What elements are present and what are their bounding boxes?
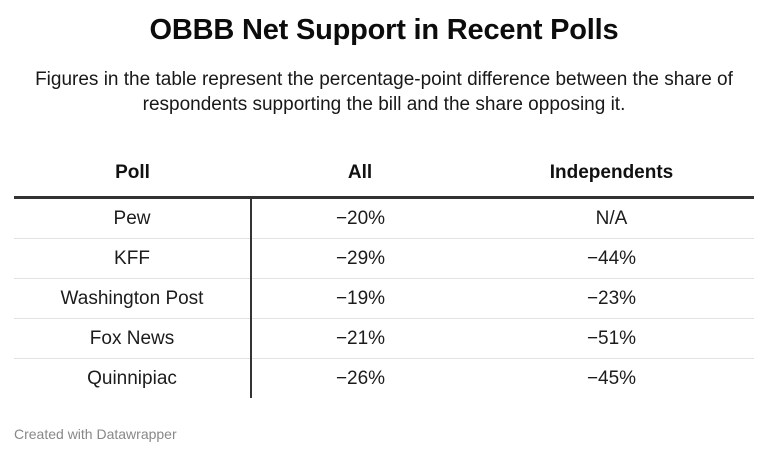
all-value-cell: −29%: [251, 238, 469, 279]
table-row: KFF −29% −44%: [14, 238, 754, 279]
all-value-cell: −19%: [251, 278, 469, 319]
all-value-cell: −20%: [251, 197, 469, 239]
table-header-row: Poll All Independents: [14, 150, 754, 199]
table-row: Pew −20% N/A: [14, 197, 754, 239]
column-header-all: All: [251, 150, 469, 199]
all-value-cell: −21%: [251, 318, 469, 359]
table-row: Fox News −21% −51%: [14, 318, 754, 359]
datawrapper-credit: Created with Datawrapper: [14, 426, 177, 442]
chart-subtitle: Figures in the table represent the perce…: [35, 69, 733, 115]
column-header-poll: Poll: [14, 150, 251, 199]
all-value-cell: −26%: [335, 367, 386, 389]
column-header-independents: Independents: [469, 150, 754, 199]
poll-name-cell: Pew: [14, 197, 252, 239]
poll-name-cell: Fox News: [14, 318, 252, 359]
poll-name-cell: KFF: [14, 238, 252, 279]
independents-value-cell: −44%: [469, 238, 754, 279]
poll-name-cell: Quinnipiac: [14, 358, 252, 398]
independents-value-cell: −23%: [469, 278, 754, 319]
independents-value-cell: −45%: [586, 367, 637, 389]
chart-title: OBBB Net Support in Recent Polls: [149, 14, 619, 46]
table-row: Washington Post −19% −23%: [14, 278, 754, 319]
poll-name-cell: Washington Post: [14, 278, 252, 319]
poll-table: Poll All Independents Pew −20% N/A KFF −…: [14, 150, 754, 398]
independents-value-cell: N/A: [469, 197, 754, 239]
independents-value-cell: −51%: [469, 318, 754, 359]
table-row: Quinnipiac −26% −45%: [14, 358, 754, 398]
poll-table-container: Poll All Independents Pew −20% N/A KFF −…: [14, 150, 754, 398]
